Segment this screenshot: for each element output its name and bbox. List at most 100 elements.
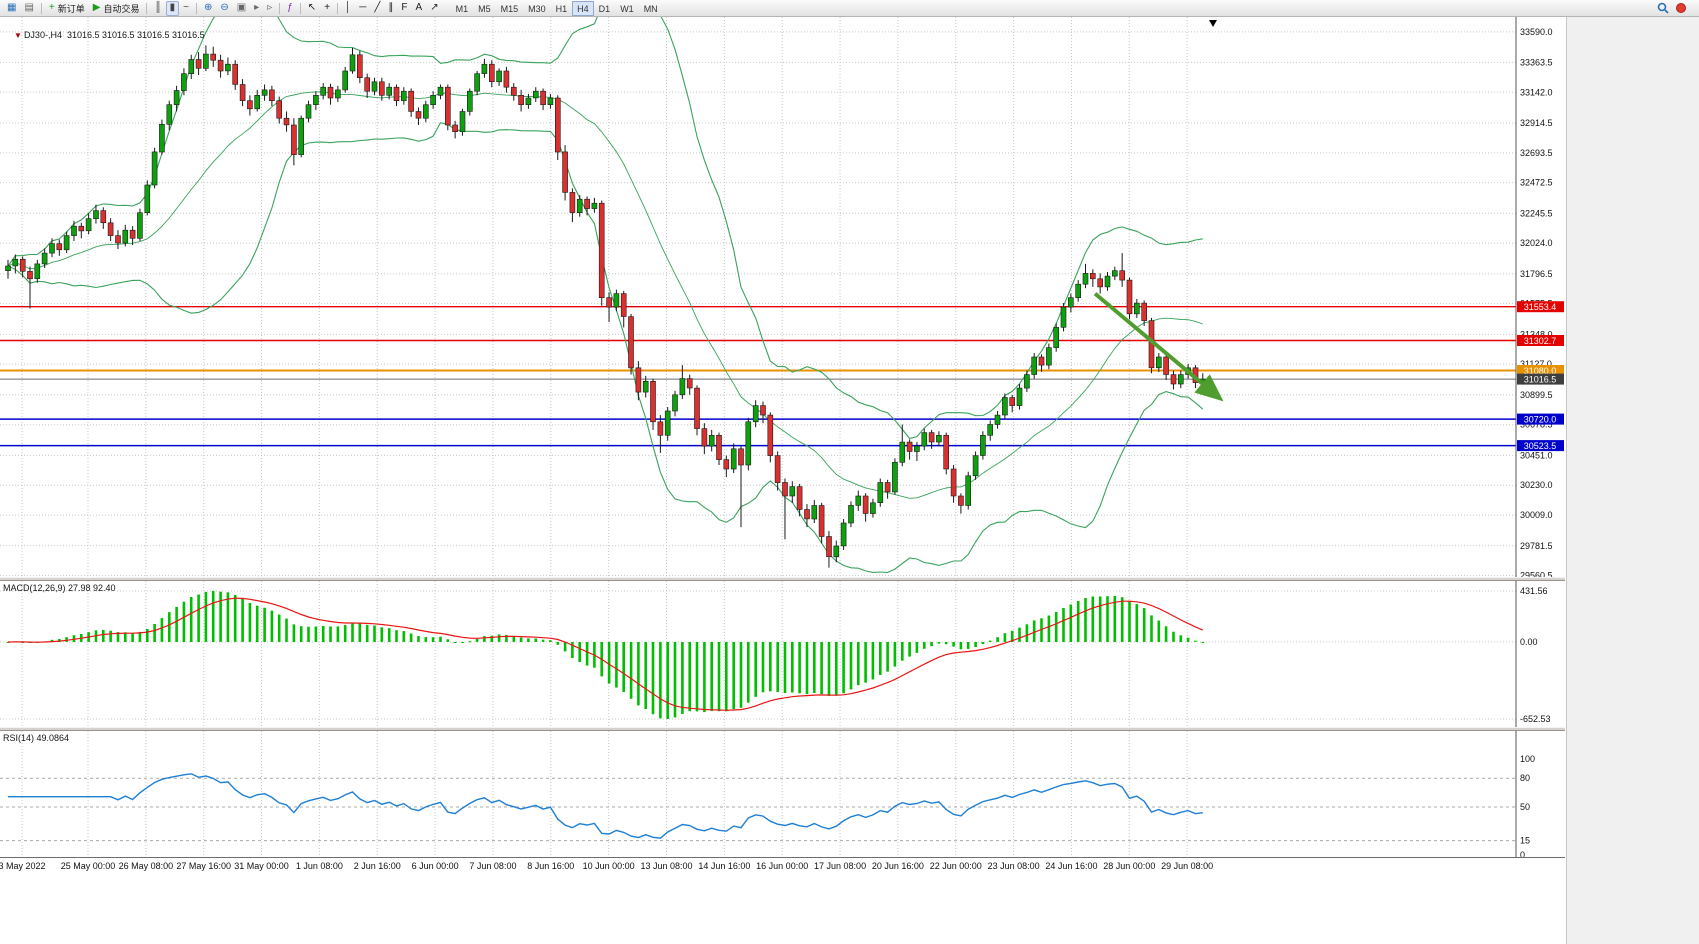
timeframe-toolbar: M1 M5 M15 M30 H1 H4 D1 W1 MN: [451, 0, 663, 16]
time-label: 3 May 2022: [0, 861, 46, 871]
timeframe-h1-button[interactable]: H1: [555, 3, 568, 14]
timeframe-h4-button[interactable]: H4: [572, 0, 594, 16]
toolbar-separator: [337, 2, 339, 14]
time-label: 24 Jun 16:00: [1045, 861, 1098, 871]
search-icon[interactable]: [1657, 2, 1669, 14]
time-label: 8 Jun 16:00: [527, 861, 575, 871]
vertical-line-icon: │: [345, 2, 352, 13]
macd-panel[interactable]: 431.56 0.00 -652.53: [0, 581, 1565, 727]
price-axis-label: 31796.5: [1520, 269, 1553, 279]
bar-chart-icon: ║: [154, 2, 162, 13]
symbol-marker-icon: ▼: [14, 31, 22, 40]
symbol-period-label: DJ30-,H4: [23, 30, 62, 40]
right-filler: [1566, 17, 1699, 944]
panel-splitter[interactable]: [0, 577, 1565, 581]
timeframe-m5-button[interactable]: M5: [478, 3, 491, 14]
zoom-out-button[interactable]: ⊖: [216, 1, 232, 16]
time-label: 22 Jun 00:00: [929, 861, 982, 871]
timeframe-m15-button[interactable]: M15: [500, 3, 519, 14]
price-axis-label: 32914.5: [1520, 118, 1553, 128]
time-label: 1 Jun 08:00: [295, 861, 343, 871]
price-badge: [1517, 301, 1564, 313]
rsi-axis-label: 15: [1520, 836, 1530, 846]
new-order-label: 新订单: [57, 3, 85, 14]
time-axis[interactable]: 3 May 2022 25 May 00:00 26 May 08:00 27 May…: [0, 857, 1565, 875]
crosshair-button[interactable]: +: [320, 1, 334, 16]
price-axis-label: 33363.5: [1520, 57, 1553, 67]
rsi-panel[interactable]: 100 80 50 15 0: [0, 731, 1565, 857]
price-axis-label: 32245.5: [1520, 208, 1553, 218]
toolbar-buttons: ▦ ▤ + 新订单 ▶ 自动交易 ║ ▮ ~ ⊕ ⊖ ▣ ▸ ▹ ƒ ↖ + │ ─ ╱ ∥ F A ↗: [3, 0, 443, 16]
rsi-line: [8, 773, 1203, 839]
equidistant-channel-button[interactable]: ∥: [384, 1, 397, 16]
rsi-axis-label: 100: [1520, 754, 1535, 764]
timeframe-mn-button[interactable]: MN: [643, 3, 658, 14]
price-axis-label: 29781.5: [1520, 541, 1553, 551]
auto-scroll-button[interactable]: ▸: [250, 1, 263, 16]
line-chart-button[interactable]: ~: [179, 1, 193, 16]
time-label: 28 Jun 00:00: [1103, 861, 1156, 871]
price-badge-label: 31553.4: [1524, 302, 1557, 312]
vertical-line-button[interactable]: │: [341, 1, 355, 16]
price-badge-label: 31016.5: [1524, 375, 1557, 385]
horizontal-line-button[interactable]: ─: [355, 1, 370, 16]
fibonacci-button[interactable]: F: [397, 1, 411, 16]
expert-advisors-button[interactable]: ▶ 自动交易: [89, 1, 144, 16]
rsi-label: RSI(14) 49.0864: [3, 733, 70, 743]
tile-windows-button[interactable]: ▣: [233, 1, 250, 16]
price-axis-label: 31348.0: [1520, 329, 1553, 339]
timeframe-m30-button[interactable]: M30: [528, 3, 546, 14]
chart-ohlc-label: 31016.5 31016.5 31016.5 31016.5: [66, 30, 205, 40]
candlestick-chart-button[interactable]: ▮: [165, 0, 180, 16]
price-badge: [1517, 440, 1564, 452]
price-axis-label: 30451.0: [1520, 450, 1553, 460]
price-axis-label: 30899.5: [1520, 390, 1553, 400]
price-axis[interactable]: 33590.0 33363.5 33142.0 32914.5 32693.5 32472…: [1517, 27, 1564, 577]
toolbar: ▦ ▤ + 新订单 ▶ 自动交易 ║ ▮ ~ ⊕ ⊖ ▣ ▸ ▹ ƒ ↖ + │ ─ ╱ ∥ F A ↗ M1 M5 M15 M30…: [0, 0, 1699, 17]
main-chart[interactable]: 33590.0 33363.5 33142.0 32914.5 32693.5 32472…: [0, 17, 1565, 577]
shift-marker-icon[interactable]: [1209, 20, 1217, 27]
toolbar-separator: [146, 2, 148, 14]
timeframe-d1-button[interactable]: D1: [598, 3, 611, 14]
price-badge: [1517, 413, 1564, 425]
toolbar-separator: [299, 2, 301, 14]
panel-splitter[interactable]: [0, 727, 1565, 731]
price-axis-label: 30678.5: [1520, 420, 1553, 430]
chart-profiles-button[interactable]: ▤: [20, 1, 37, 16]
macd-signal-line: [7, 597, 1204, 711]
new-order-button[interactable]: + 新订单: [45, 1, 89, 16]
new-chart-button[interactable]: ▦: [3, 1, 20, 16]
candlestick-chart-icon: ▮: [169, 2, 176, 13]
indicators-button[interactable]: ƒ: [283, 1, 297, 16]
time-label: 6 Jun 00:00: [411, 861, 459, 871]
price-badge: [1517, 335, 1564, 346]
price-axis-label: 32024.0: [1520, 238, 1553, 248]
time-label: 27 May 16:00: [176, 861, 231, 871]
new-chart-icon: ▦: [7, 2, 17, 13]
toolbar-separator: [40, 2, 42, 14]
price-axis-label: 33142.0: [1520, 87, 1553, 97]
bar-chart-button[interactable]: ║: [150, 1, 165, 16]
timeframe-w1-button[interactable]: W1: [620, 3, 634, 14]
chart-profiles-icon: ▤: [24, 2, 34, 13]
timeframe-m1-button[interactable]: M1: [455, 3, 469, 14]
zoom-out-icon: ⊖: [220, 2, 229, 13]
cursor-button[interactable]: ↖: [304, 1, 320, 16]
chart-shift-icon: ▹: [267, 2, 273, 13]
zoom-in-button[interactable]: ⊕: [200, 1, 216, 16]
trendline-button[interactable]: ╱: [370, 1, 384, 16]
arrows-button[interactable]: ↗: [426, 1, 442, 16]
price-badge-label: 31080.0: [1524, 366, 1557, 376]
time-label: 13 Jun 08:00: [640, 861, 693, 871]
notification-dot-icon[interactable]: [1676, 3, 1686, 13]
time-label: 29 Jun 08:00: [1161, 861, 1214, 871]
macd-axis-label: -652.53: [1520, 714, 1551, 724]
chart-shift-button[interactable]: ▹: [263, 1, 276, 16]
trend-arrow[interactable]: [1093, 292, 1224, 402]
line-chart-icon: ~: [183, 2, 189, 13]
macd-label: MACD(12,26,9) 27.98 92.40: [3, 583, 116, 593]
time-label: 2 Jun 16:00: [353, 861, 401, 871]
fibonacci-icon: F: [401, 2, 408, 13]
text-label-button[interactable]: A: [412, 1, 427, 16]
tile-windows-icon: ▣: [236, 2, 247, 13]
